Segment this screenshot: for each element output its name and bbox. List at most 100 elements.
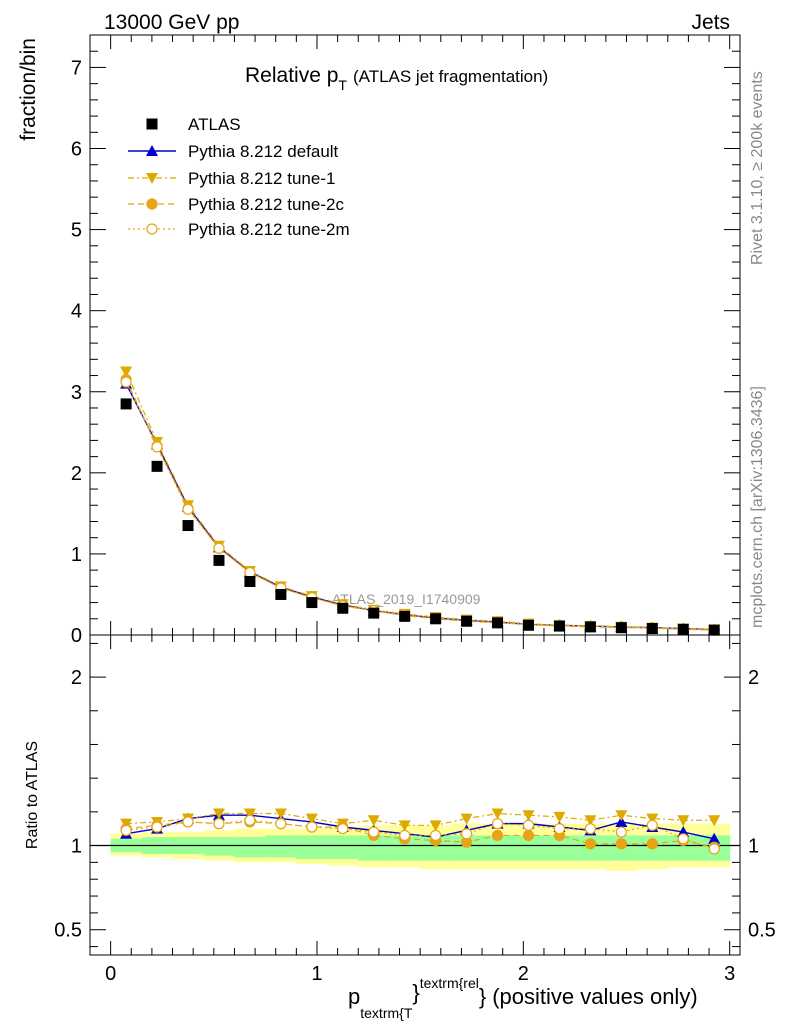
data-point [615, 622, 627, 634]
ratio-point [398, 820, 411, 832]
ratio-point [553, 811, 566, 823]
data-point [553, 620, 565, 632]
ratio-bands [110, 823, 731, 871]
ratio-axis-label: Ratio to ATLAS [24, 741, 41, 849]
x-tick-label: 0 [105, 963, 116, 985]
legend-marker [146, 173, 158, 184]
legend-label: Pythia 8.212 tune-2m [188, 220, 350, 239]
ratio-tick-label-left: 1 [71, 836, 82, 858]
energy-label: 13000 GeV pp [104, 11, 239, 34]
main-series [120, 366, 721, 636]
x-axis-label: ptextrm{T}textrm{rel} (positive values on… [348, 975, 698, 1021]
data-point [584, 621, 596, 633]
x-tick-label: 3 [724, 963, 735, 985]
ratio-point [584, 823, 596, 835]
data-point [213, 554, 225, 566]
data-point [677, 623, 689, 635]
ratio-line [126, 819, 715, 850]
data-point [151, 460, 163, 472]
ratio-point [430, 829, 442, 842]
mcplots-label: mcplots.cern.ch [arXiv:1306.3436] [749, 386, 766, 628]
ratio-band-stat [296, 835, 328, 859]
ratio-band-stat [265, 835, 297, 858]
legend-item: Pythia 8.212 default [128, 142, 339, 161]
ratio-pythia-8-212-tune-2m [120, 814, 720, 855]
ratio-point [615, 826, 627, 838]
data-point [461, 615, 473, 627]
data-point [244, 575, 256, 587]
ratio-point [429, 820, 442, 832]
ratio-point [460, 828, 473, 840]
ratio-point [553, 823, 566, 835]
chart-title-sub: T [338, 77, 347, 93]
ratio-tick-label-right: 1 [748, 836, 759, 858]
legend-marker [146, 145, 158, 156]
data-point [492, 617, 504, 629]
chart-title-main: Relative p [245, 64, 338, 87]
ratio-point [615, 838, 627, 850]
ratio-point [646, 819, 658, 831]
ratio-point [491, 829, 504, 842]
y-tick-label: 6 [71, 139, 82, 161]
ratio-point [274, 808, 287, 820]
process-label: Jets [691, 11, 730, 34]
ratio-series [120, 808, 721, 855]
ratio-point [243, 808, 256, 820]
ratio-tick-label-left: 2 [71, 667, 82, 689]
data-point [213, 542, 225, 554]
chart-title-rest: (ATLAS jet fragmentation) [353, 67, 548, 86]
x-axis-brace-2: } [479, 984, 486, 1009]
y-tick-label: 1 [71, 544, 82, 566]
ratio-band-stat [234, 837, 266, 858]
chart-title: Relative pT (ATLAS jet fragmentation) [245, 64, 548, 93]
ratio-point [584, 815, 597, 827]
ratio-point [708, 843, 720, 855]
ratio-point [708, 832, 721, 844]
y-tick-label: 5 [71, 220, 82, 242]
ratio-point [305, 813, 318, 825]
ratio-point [120, 824, 132, 836]
legend-marker [146, 198, 158, 210]
ratio-point [212, 808, 225, 820]
ratio-point [182, 816, 194, 828]
ratio-point [584, 838, 596, 850]
data-point [399, 610, 411, 622]
x-axis-label-sup: textrm{rel [420, 975, 479, 991]
legend-label: Pythia 8.212 default [188, 142, 339, 161]
data-point [306, 597, 318, 609]
y-tick-label: 0 [71, 625, 82, 647]
ratio-band-stat [327, 835, 359, 859]
legend-item: Pythia 8.212 tune-2c [128, 195, 344, 214]
ratio-tick-label-right: 0.5 [748, 920, 776, 942]
data-point [182, 520, 194, 532]
x-axis-label-sub: textrm{T [360, 1005, 413, 1021]
ratio-point [522, 810, 535, 822]
ratio-point [646, 838, 658, 850]
data-point [708, 624, 720, 636]
ratio-point [306, 821, 318, 833]
ratio-point [646, 813, 659, 825]
y-tick-label: 3 [71, 382, 82, 404]
legend: ATLAS Pythia 8.212 default Pythia 8.212 tu… [128, 115, 350, 239]
ratio-point [491, 808, 504, 820]
data-point [430, 613, 442, 625]
legend-label: ATLAS [188, 115, 241, 134]
ratio-tick-label-left: 0.5 [54, 920, 82, 942]
ratio-point [522, 819, 535, 831]
x-axis-label-rest: (positive values only) [492, 984, 697, 1009]
x-axis-brace-1: } [412, 980, 419, 1005]
data-point [368, 607, 380, 619]
x-tick-label: 2 [518, 963, 529, 985]
ratio-point [677, 833, 689, 845]
data-point [646, 623, 658, 635]
data-point [151, 441, 163, 453]
ratio-point [368, 826, 380, 838]
data-point [522, 619, 534, 631]
ratio-point [399, 829, 411, 842]
y-tick-label: 2 [71, 463, 82, 485]
legend-marker [146, 223, 158, 235]
y-tick-label: 7 [71, 57, 82, 79]
x-tick-label: 1 [311, 963, 322, 985]
legend-item: Pythia 8.212 tune-2m [128, 220, 350, 239]
